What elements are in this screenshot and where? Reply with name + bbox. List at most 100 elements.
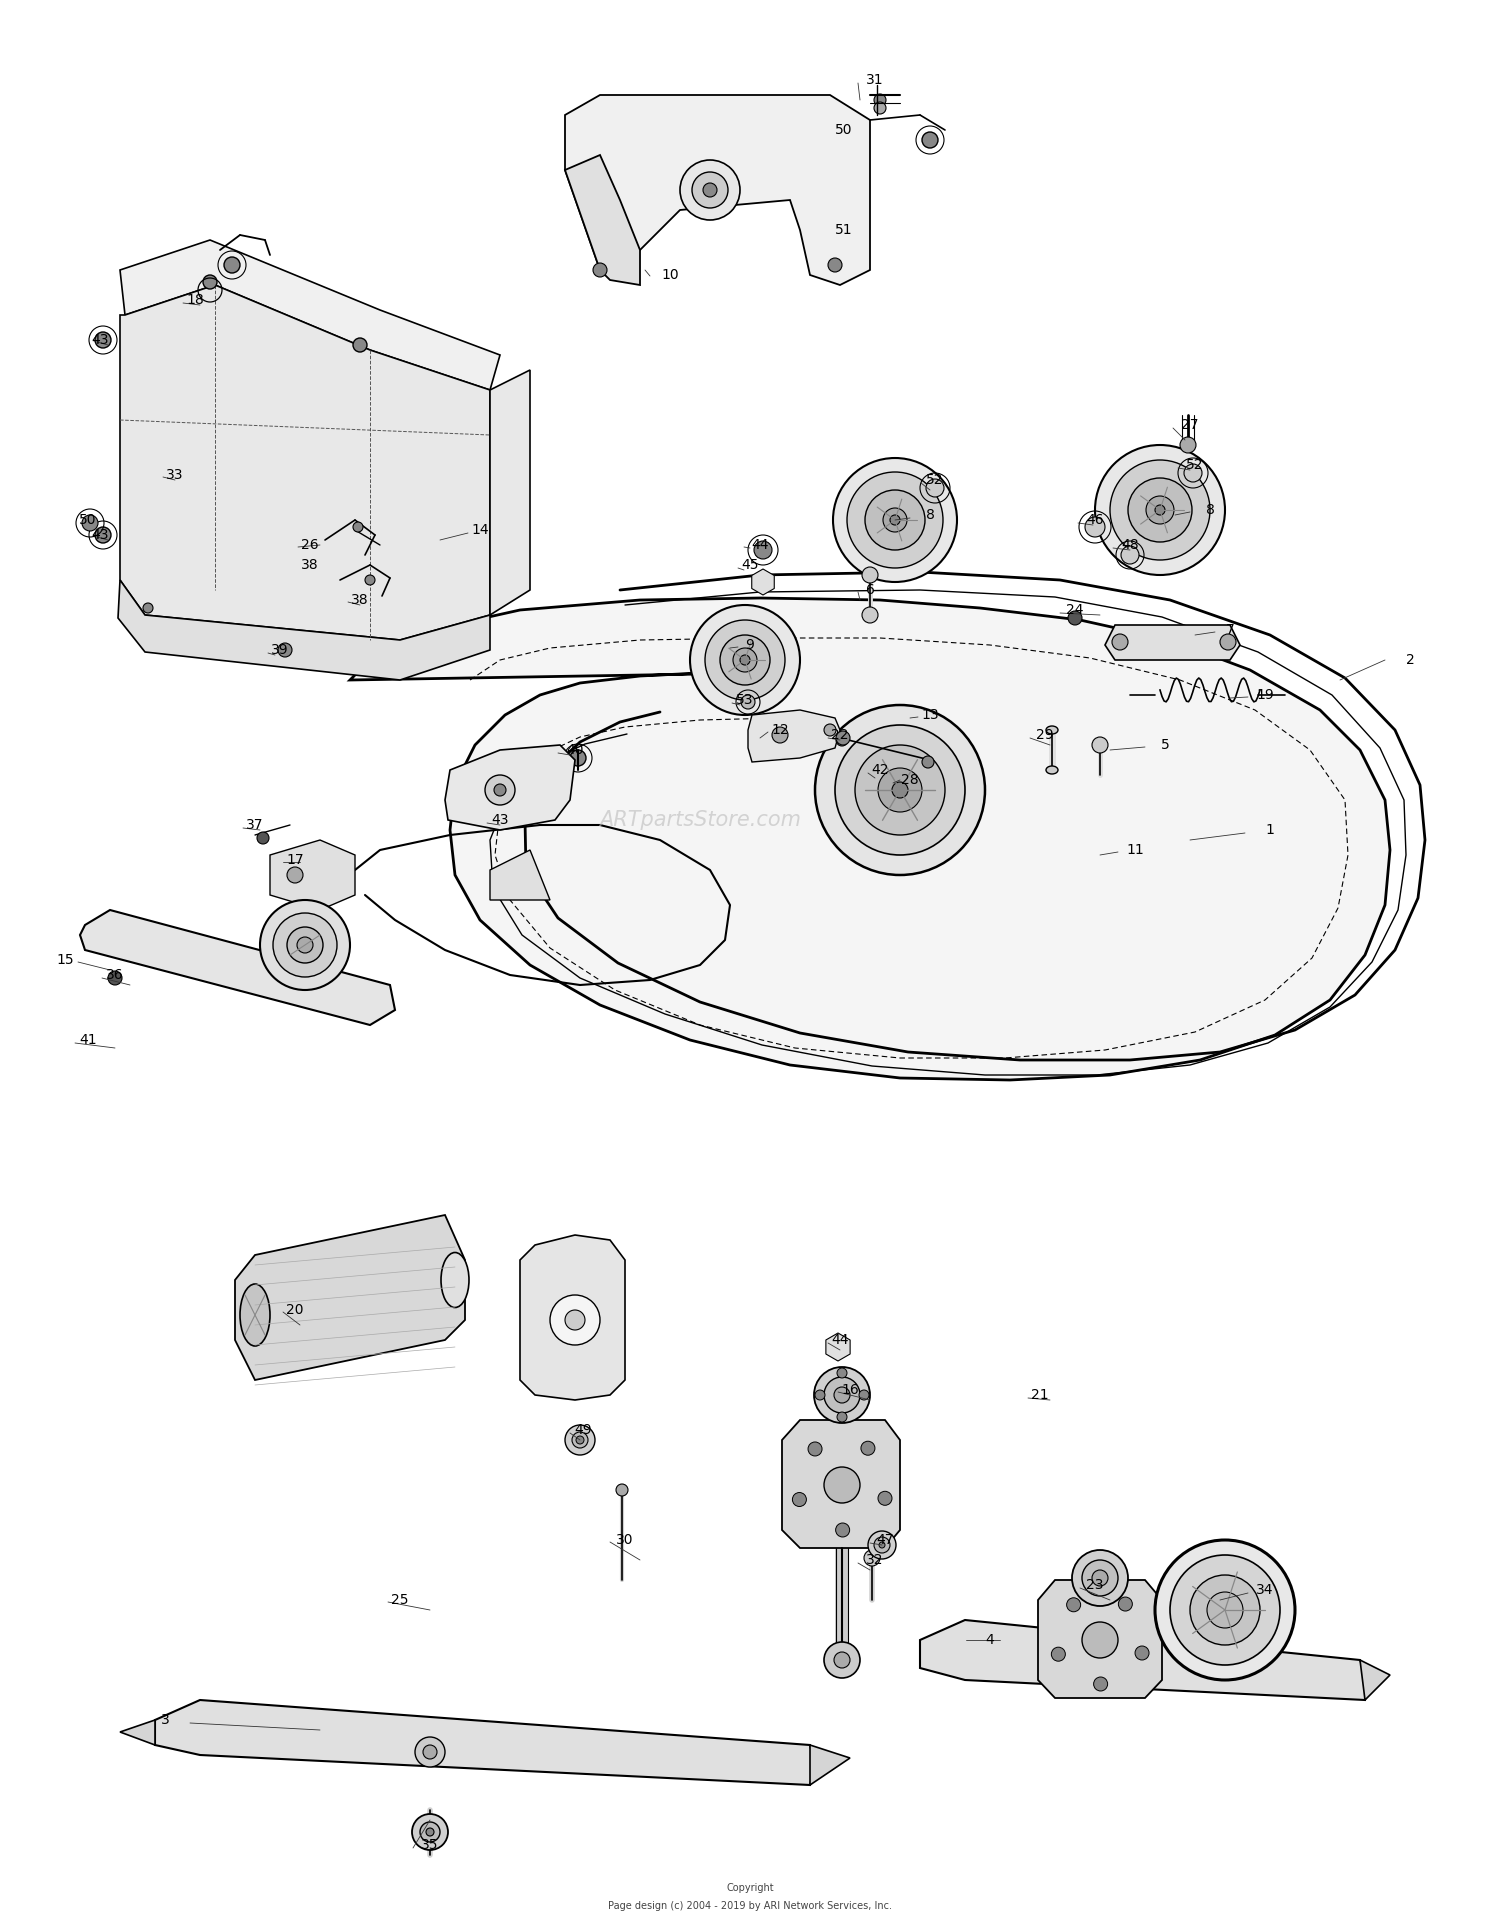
Circle shape (224, 256, 240, 274)
Polygon shape (752, 568, 774, 595)
Circle shape (864, 1549, 880, 1567)
Circle shape (1052, 1648, 1065, 1661)
Circle shape (566, 1424, 596, 1455)
Circle shape (256, 832, 268, 844)
Circle shape (836, 725, 964, 856)
Text: 43: 43 (92, 528, 108, 541)
Ellipse shape (1046, 726, 1058, 734)
Circle shape (772, 726, 788, 744)
Circle shape (834, 1651, 850, 1669)
Circle shape (704, 183, 717, 197)
Text: 40: 40 (567, 744, 584, 757)
Text: 52: 52 (926, 472, 944, 488)
Circle shape (352, 522, 363, 532)
Ellipse shape (1046, 767, 1058, 775)
Circle shape (592, 262, 608, 277)
Polygon shape (350, 597, 1390, 1079)
Circle shape (1180, 437, 1196, 453)
Circle shape (861, 1441, 874, 1455)
Polygon shape (118, 580, 490, 680)
Polygon shape (154, 1700, 815, 1784)
Circle shape (1155, 505, 1166, 515)
Circle shape (1066, 1597, 1080, 1611)
Text: 43: 43 (92, 333, 108, 347)
Circle shape (576, 1436, 584, 1443)
Circle shape (364, 574, 375, 586)
Polygon shape (810, 1746, 850, 1784)
Circle shape (874, 94, 886, 106)
Circle shape (680, 160, 740, 220)
Circle shape (1084, 516, 1106, 538)
Circle shape (847, 472, 944, 568)
Circle shape (1092, 736, 1108, 753)
Text: 51: 51 (836, 224, 854, 237)
Circle shape (202, 276, 217, 289)
Text: 25: 25 (392, 1594, 408, 1607)
Circle shape (879, 1542, 885, 1547)
Polygon shape (490, 370, 530, 615)
Circle shape (416, 1736, 446, 1767)
Text: 31: 31 (865, 73, 883, 87)
Circle shape (824, 725, 836, 736)
Text: 41: 41 (80, 1033, 98, 1046)
Circle shape (836, 1522, 849, 1538)
Circle shape (94, 526, 111, 543)
Text: ARTpartsStore.com: ARTpartsStore.com (598, 809, 801, 831)
Text: 29: 29 (1036, 728, 1054, 742)
Circle shape (1155, 1540, 1294, 1680)
Circle shape (808, 1441, 822, 1457)
Text: 27: 27 (1182, 418, 1198, 432)
Circle shape (1084, 1646, 1114, 1675)
Circle shape (278, 644, 292, 657)
Text: 19: 19 (1256, 688, 1274, 701)
Circle shape (1092, 1571, 1108, 1586)
Circle shape (874, 1538, 890, 1553)
Text: 13: 13 (921, 707, 939, 723)
Circle shape (836, 734, 848, 746)
Polygon shape (80, 910, 395, 1025)
Circle shape (692, 172, 728, 208)
Circle shape (566, 1310, 585, 1330)
Text: 4: 4 (986, 1632, 994, 1648)
Ellipse shape (240, 1283, 270, 1345)
Text: 45: 45 (741, 559, 759, 572)
Circle shape (494, 784, 506, 796)
Circle shape (815, 705, 986, 875)
Circle shape (426, 1829, 433, 1836)
Text: 28: 28 (902, 773, 920, 786)
Circle shape (828, 1337, 848, 1357)
Circle shape (484, 775, 514, 805)
Text: 10: 10 (662, 268, 680, 281)
Circle shape (550, 1295, 600, 1345)
Circle shape (705, 620, 785, 700)
Circle shape (1208, 1592, 1243, 1628)
Circle shape (828, 258, 842, 272)
Circle shape (413, 1813, 448, 1850)
Text: 8: 8 (1206, 503, 1215, 516)
Text: 35: 35 (422, 1838, 438, 1852)
Circle shape (1094, 1653, 1107, 1667)
Polygon shape (120, 1721, 154, 1746)
Text: 33: 33 (166, 468, 183, 482)
Circle shape (260, 900, 350, 990)
Text: 8: 8 (926, 509, 934, 522)
Circle shape (1184, 464, 1202, 482)
Text: 3: 3 (160, 1713, 170, 1727)
Text: 22: 22 (831, 728, 849, 742)
Circle shape (862, 567, 877, 584)
Circle shape (1120, 545, 1138, 565)
Circle shape (922, 755, 934, 769)
Circle shape (884, 509, 908, 532)
Circle shape (741, 696, 754, 709)
Text: 38: 38 (351, 594, 369, 607)
Circle shape (1110, 461, 1210, 561)
Circle shape (836, 730, 850, 746)
Circle shape (868, 1530, 895, 1559)
Text: 5: 5 (1161, 738, 1170, 752)
Text: 53: 53 (736, 694, 753, 707)
Circle shape (1094, 1676, 1107, 1692)
Circle shape (1095, 445, 1226, 574)
Circle shape (286, 927, 322, 964)
Text: 18: 18 (186, 293, 204, 306)
Text: 15: 15 (56, 954, 74, 967)
